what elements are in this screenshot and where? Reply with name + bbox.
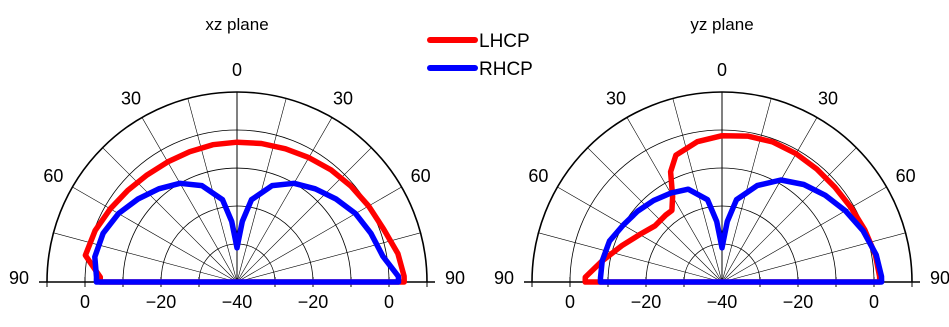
radial-tick-label: −40 <box>707 292 738 312</box>
angle-tick-label: 0 <box>232 60 242 80</box>
angle-tick-label: 60 <box>896 166 916 186</box>
angle-tick-label: 30 <box>121 88 141 108</box>
xz-plane-grid <box>39 91 435 287</box>
radial-tick-label: 0 <box>869 292 879 312</box>
legend-label-rhcp: RHCP <box>479 59 533 80</box>
series-rhcp <box>597 177 885 285</box>
radial-tick-label: −20 <box>631 292 662 312</box>
legend: LHCP RHCP <box>427 31 533 80</box>
angle-spoke <box>236 186 402 283</box>
angle-tick-label: 90 <box>930 268 949 288</box>
series-lhcp <box>82 139 407 285</box>
xz-plane-series <box>82 139 407 285</box>
radial-tick-label: 0 <box>384 292 394 312</box>
radial-tick-label: −20 <box>298 292 329 312</box>
angle-spoke <box>102 147 238 283</box>
radial-tick-label: 0 <box>565 292 575 312</box>
legend-label-lhcp: LHCP <box>479 31 530 52</box>
yz-plane-chart: yz plane 90 60 30 0 30 60 90 0 −20 −40 −20 0 <box>494 15 949 312</box>
yz-plane-title: yz plane <box>690 15 753 34</box>
yz-plane-ticks: 90 60 30 0 30 60 90 0 −20 −40 −20 0 <box>494 60 949 312</box>
angle-spoke <box>236 147 372 283</box>
radial-tick-label: −20 <box>783 292 814 312</box>
angle-spoke <box>587 147 723 283</box>
angle-tick-label: 60 <box>43 166 63 186</box>
angle-tick-label: 90 <box>9 268 29 288</box>
angle-tick-label: 0 <box>717 60 727 80</box>
angle-tick-label: 60 <box>528 166 548 186</box>
angle-tick-label: 30 <box>333 88 353 108</box>
angle-tick-label: 60 <box>411 166 431 186</box>
angle-tick-label: 30 <box>818 88 838 108</box>
angle-spoke <box>721 186 887 283</box>
yz-plane-grid <box>524 91 920 287</box>
xz-plane-chart: xz plane 90 60 30 0 30 60 90 0 −20 −40 −20 0 <box>9 15 465 312</box>
angle-spoke <box>721 147 857 283</box>
angle-spoke <box>721 232 906 283</box>
angle-spoke <box>141 117 238 283</box>
angle-tick-label: 90 <box>445 268 465 288</box>
radial-tick-label: 0 <box>80 292 90 312</box>
xz-plane-ticks: 90 60 30 0 30 60 90 0 −20 −40 −20 0 <box>9 60 465 312</box>
series-rhcp <box>92 180 402 285</box>
angle-spoke <box>672 98 723 283</box>
angle-spoke <box>72 186 238 283</box>
angle-tick-label: 90 <box>494 268 514 288</box>
xz-plane-title: xz plane <box>205 15 268 34</box>
radial-tick-label: −20 <box>146 292 177 312</box>
radial-tick-label: −40 <box>222 292 253 312</box>
angle-spoke <box>538 232 723 283</box>
angle-tick-label: 30 <box>606 88 626 108</box>
angle-spoke <box>721 117 818 283</box>
yz-plane-series <box>582 132 885 285</box>
angle-spoke <box>53 232 238 283</box>
angle-spoke <box>236 117 333 283</box>
